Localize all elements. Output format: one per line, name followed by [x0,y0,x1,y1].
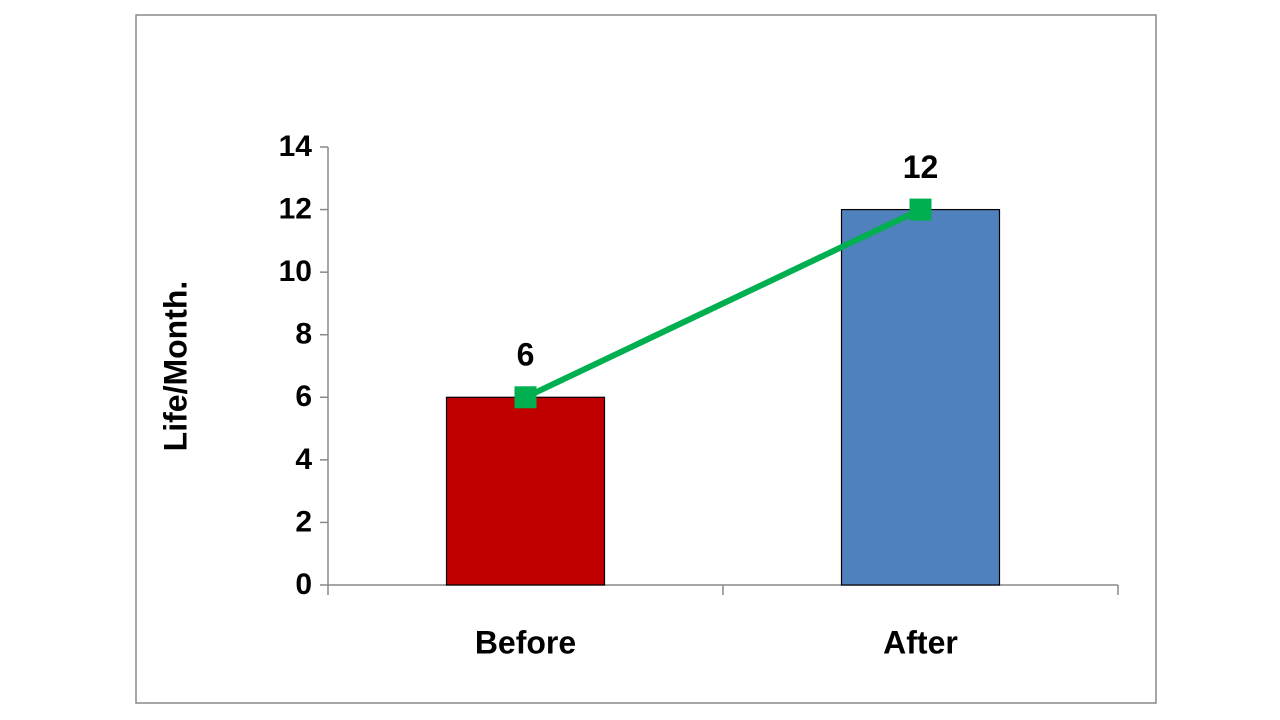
y-tick-label: 8 [295,318,312,351]
y-tick-label: 2 [295,505,312,538]
line-marker [514,386,537,409]
trend-line [524,206,922,400]
bar [840,208,1001,586]
y-tick-label: 6 [295,380,312,413]
data-label: 6 [517,337,535,373]
y-axis-label: Life/Month. [157,281,193,452]
y-tick-label: 12 [279,192,312,225]
y-tick-label: 4 [295,443,312,476]
line-marker [909,198,932,221]
chart-frame [135,14,1157,704]
y-tick-label: 10 [279,255,312,288]
y-tick-label: 0 [295,568,312,601]
data-label: 12 [903,149,939,185]
x-tick-label: Before [475,624,576,660]
y-tick-label: 14 [279,130,313,163]
x-tick-label: After [883,624,958,660]
bar [445,396,606,586]
